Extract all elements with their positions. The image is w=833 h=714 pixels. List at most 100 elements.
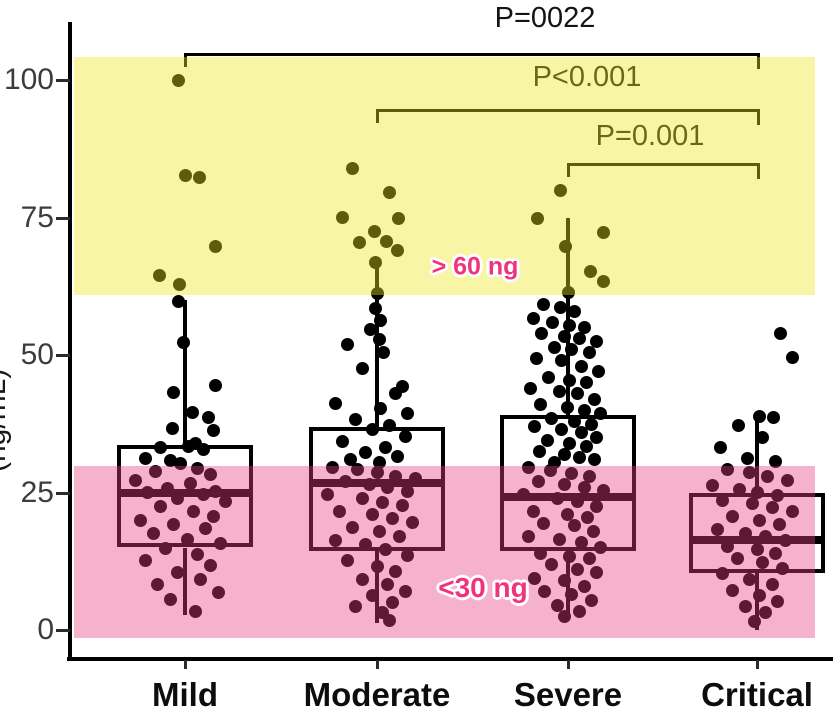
median-line — [692, 535, 822, 544]
data-point — [348, 600, 362, 614]
data-point — [557, 610, 571, 624]
data-point — [562, 436, 576, 450]
data-point — [138, 451, 152, 465]
data-point — [345, 161, 359, 175]
data-point — [171, 73, 185, 87]
data-point — [365, 508, 379, 521]
data-point — [340, 554, 354, 568]
data-point — [715, 567, 729, 581]
data-point — [557, 447, 571, 461]
data-point — [203, 558, 217, 572]
data-point — [534, 326, 548, 340]
data-point — [382, 613, 396, 627]
data-point — [158, 542, 172, 556]
data-point — [391, 212, 405, 226]
data-point — [382, 186, 396, 200]
data-point — [170, 566, 184, 580]
data-point — [750, 486, 764, 499]
data-point — [557, 329, 571, 343]
data-point — [574, 359, 588, 373]
data-point — [128, 473, 142, 487]
data-point — [582, 346, 596, 360]
data-point — [564, 343, 578, 356]
data-point — [705, 479, 719, 493]
data-point — [376, 346, 390, 360]
data-point — [190, 547, 204, 561]
data-point — [206, 509, 220, 523]
data-point — [163, 454, 177, 468]
category-label-mild: Mild — [152, 676, 218, 713]
y-axis-label: (ng/mL) — [0, 368, 12, 472]
median-line — [120, 488, 250, 497]
bracket-tick-right — [757, 163, 760, 179]
data-point — [765, 578, 779, 592]
data-point — [530, 211, 544, 225]
category-label-severe: Severe — [513, 676, 623, 713]
data-point — [355, 572, 369, 586]
data-point — [540, 434, 554, 448]
data-point — [152, 269, 166, 283]
data-point — [173, 457, 187, 471]
data-point — [166, 517, 180, 531]
data-point — [388, 387, 402, 400]
x-tick-mark — [567, 660, 570, 669]
data-point — [148, 465, 162, 479]
x-tick-mark — [184, 660, 187, 669]
data-point — [589, 335, 603, 349]
p-value-label: P=0.001 — [595, 120, 705, 152]
bracket-tick-left — [376, 109, 379, 123]
data-point — [577, 321, 591, 334]
data-point — [768, 455, 782, 469]
data-point — [570, 494, 584, 508]
data-point — [591, 365, 605, 378]
data-point — [531, 475, 545, 488]
data-point — [586, 524, 600, 538]
data-point — [577, 480, 591, 494]
median-line — [312, 479, 442, 488]
data-point — [579, 376, 593, 389]
data-point — [368, 302, 382, 316]
whisker-lower — [183, 547, 187, 616]
data-point — [320, 488, 334, 502]
y-tick-mark — [56, 629, 70, 632]
data-point — [380, 578, 394, 592]
data-point — [532, 445, 546, 459]
data-point — [378, 440, 392, 454]
data-point — [574, 535, 588, 549]
data-point — [328, 396, 342, 410]
data-point — [338, 475, 352, 488]
data-point — [165, 421, 179, 435]
data-point — [564, 467, 578, 481]
data-point — [181, 439, 195, 453]
data-point — [758, 530, 772, 543]
data-point — [557, 478, 571, 492]
data-point — [545, 315, 559, 329]
data-point — [146, 527, 160, 541]
data-point — [552, 533, 566, 547]
data-point — [370, 286, 384, 300]
data-point — [362, 478, 376, 492]
data-point — [343, 453, 357, 466]
data-point — [752, 589, 766, 603]
data-point — [562, 373, 576, 387]
data-point — [367, 224, 381, 238]
data-point — [554, 423, 568, 437]
data-point — [208, 378, 222, 392]
whisker-lower — [375, 550, 379, 623]
data-point — [352, 236, 366, 250]
data-point — [582, 469, 596, 483]
bracket-line — [376, 109, 759, 112]
data-point — [385, 596, 399, 609]
data-point — [198, 522, 212, 536]
data-point — [400, 406, 414, 420]
data-point — [516, 488, 530, 502]
data-point — [521, 530, 535, 543]
data-point — [193, 572, 207, 586]
data-point — [188, 604, 202, 618]
data-point — [390, 244, 404, 257]
data-point — [372, 524, 386, 538]
data-point — [778, 534, 792, 548]
data-point — [400, 484, 414, 498]
data-point — [388, 469, 402, 483]
data-point — [589, 566, 603, 580]
